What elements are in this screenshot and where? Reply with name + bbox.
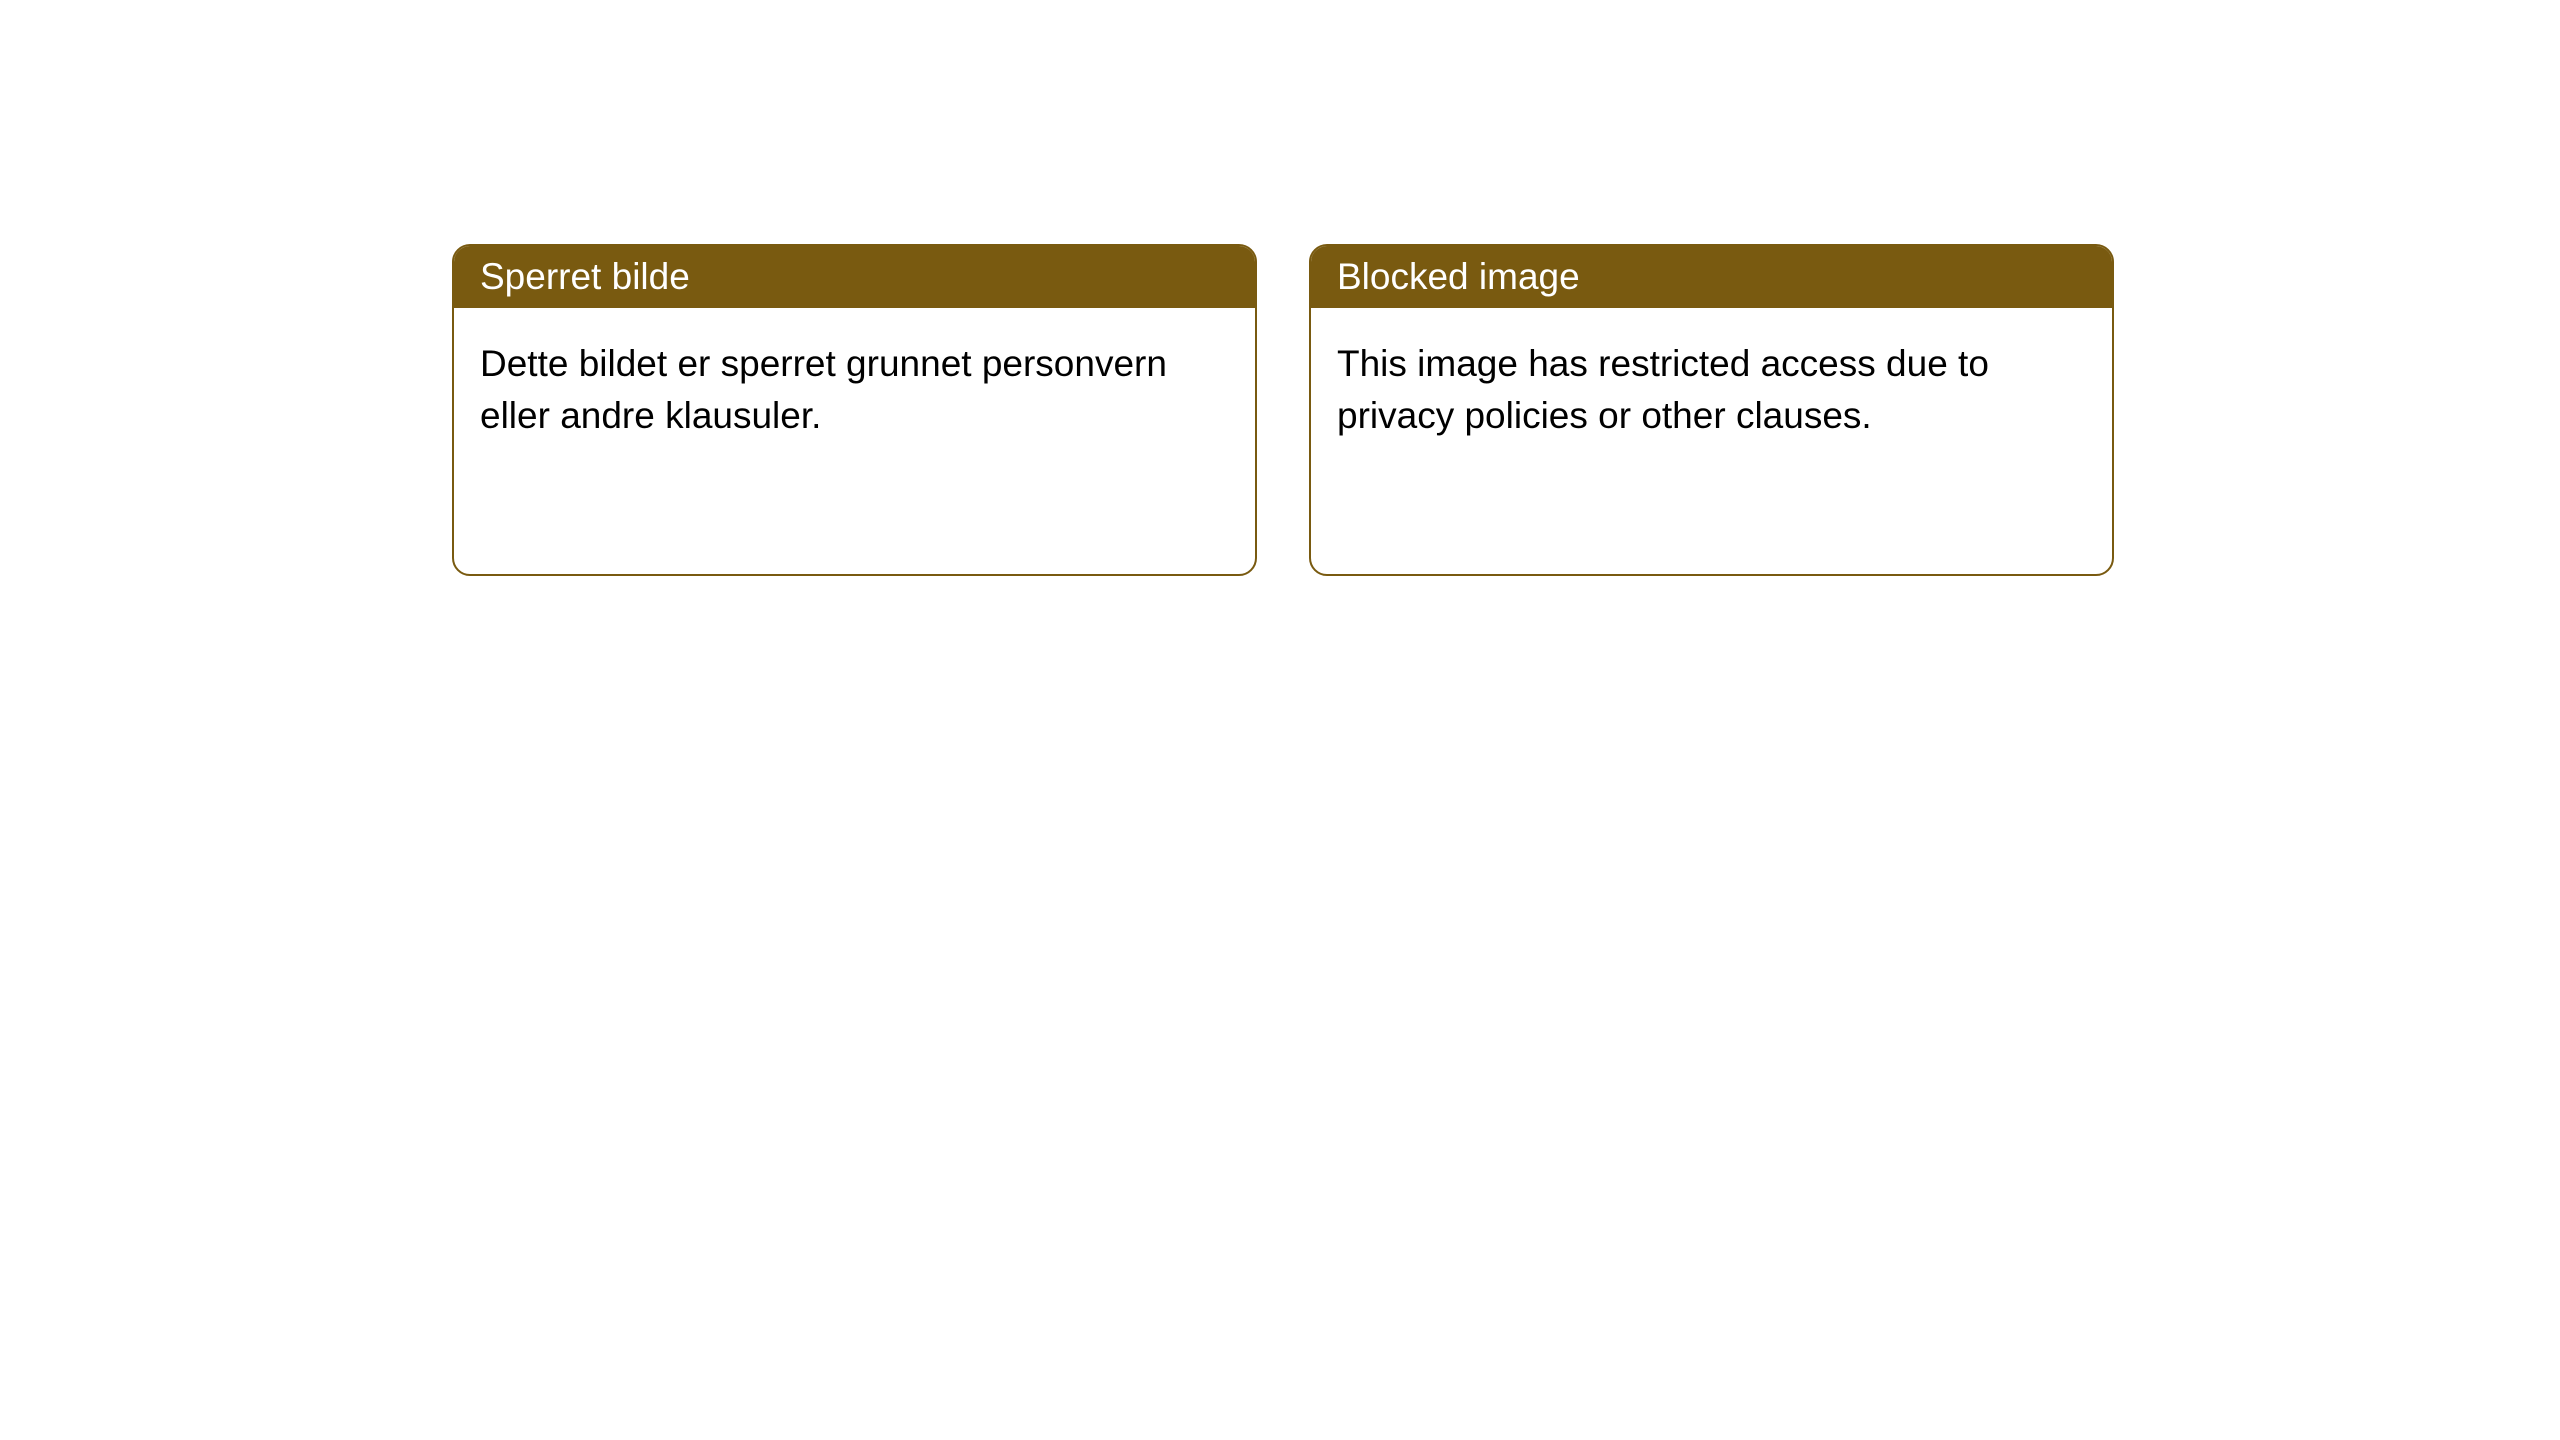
card-header-no: Sperret bilde: [454, 246, 1255, 308]
card-header-en: Blocked image: [1311, 246, 2112, 308]
card-title-en: Blocked image: [1337, 256, 1580, 297]
card-body-en: This image has restricted access due to …: [1311, 308, 2112, 472]
card-body-no: Dette bildet er sperret grunnet personve…: [454, 308, 1255, 472]
blocked-image-card-no: Sperret bilde Dette bildet er sperret gr…: [452, 244, 1257, 576]
card-message-no: Dette bildet er sperret grunnet personve…: [480, 343, 1167, 436]
card-message-en: This image has restricted access due to …: [1337, 343, 1989, 436]
notice-container: Sperret bilde Dette bildet er sperret gr…: [0, 0, 2560, 576]
blocked-image-card-en: Blocked image This image has restricted …: [1309, 244, 2114, 576]
card-title-no: Sperret bilde: [480, 256, 690, 297]
